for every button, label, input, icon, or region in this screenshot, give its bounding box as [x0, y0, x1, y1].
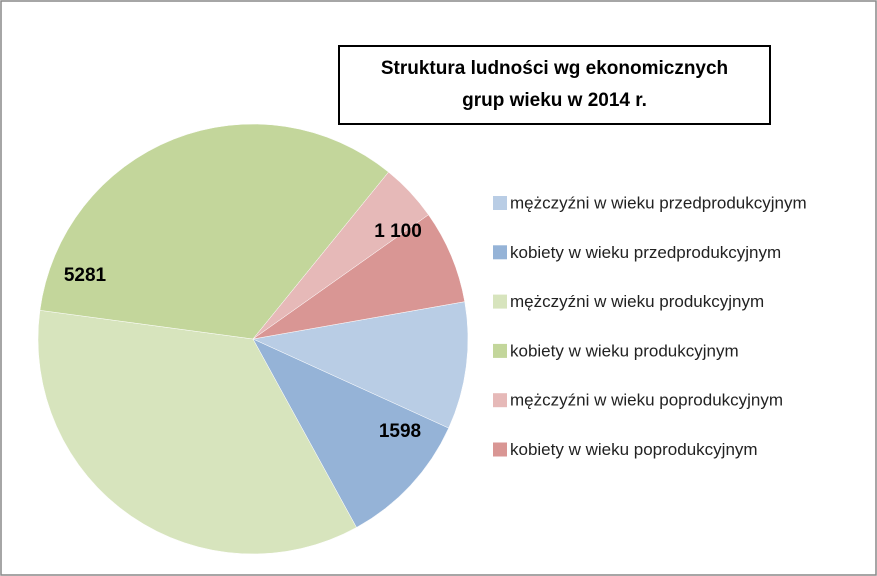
- legend-swatch: [493, 393, 507, 408]
- legend-swatch: [493, 442, 507, 457]
- legend-label: kobiety w wieku poprodukcyjnym: [510, 440, 758, 459]
- legend-label: kobiety w wieku produkcyjnym: [510, 341, 739, 360]
- pie-slice: [37, 310, 357, 555]
- data-label: 1598: [379, 421, 421, 442]
- legend-swatch: [493, 196, 507, 210]
- pie-slice: [39, 123, 389, 340]
- legend-swatch: [493, 343, 507, 358]
- pie-slice: [252, 338, 449, 528]
- pie-slice: [252, 214, 466, 340]
- legend-swatch: [493, 245, 507, 260]
- data-label: 1 100: [374, 221, 422, 242]
- legend-label: mężczyźni w wieku produkcyjnym: [510, 292, 764, 311]
- chart-title: Struktura ludności wg ekonomicznych grup…: [338, 45, 771, 125]
- legend-label: mężczyźni w wieku poprodukcyjnym: [510, 391, 783, 410]
- legend-swatch: [493, 294, 507, 309]
- data-label: 5281: [64, 265, 107, 286]
- legend-label: kobiety w wieku przedprodukcyjnym: [510, 243, 781, 262]
- pie-slice: [252, 301, 469, 429]
- legend-label: mężczyźni w wieku przedprodukcyjnym: [510, 193, 807, 212]
